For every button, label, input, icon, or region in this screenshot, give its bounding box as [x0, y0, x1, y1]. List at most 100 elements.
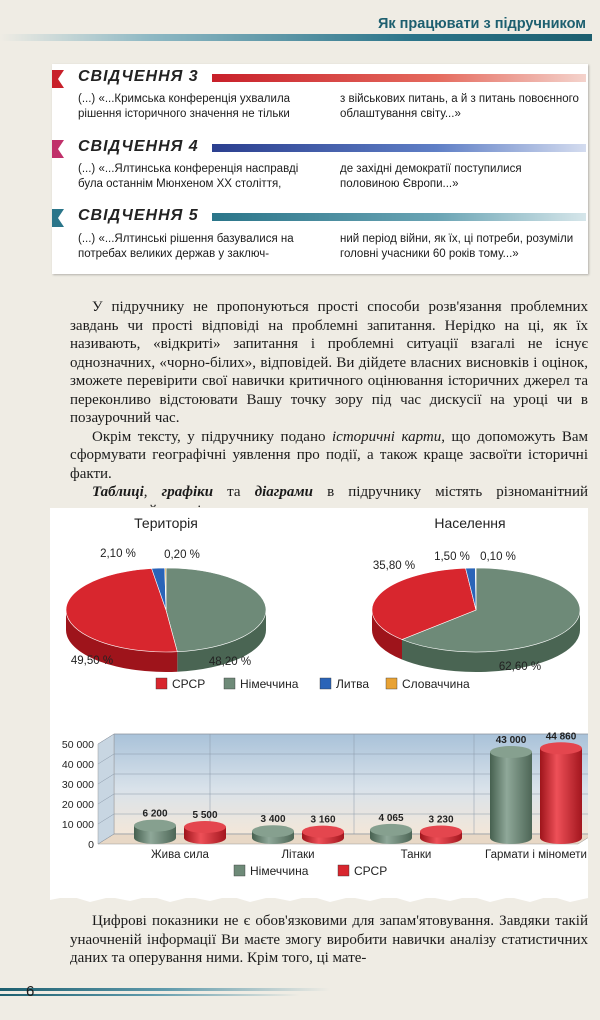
- legend-label: Литва: [336, 677, 369, 691]
- evidence-text-right: з військових питань, а й з питань повоєн…: [340, 93, 579, 120]
- bar: 3 400: [252, 814, 294, 844]
- bar-value-label: 44 860: [546, 731, 577, 742]
- bar-value-label: 6 200: [142, 809, 167, 820]
- bar-top: [302, 825, 344, 838]
- page-header: Як працювати з підручником: [0, 0, 600, 48]
- pie-value-label: 62,60 %: [499, 661, 541, 673]
- evidence-title: СВІДЧЕННЯ 5: [78, 207, 199, 224]
- legend-item: Литва: [319, 677, 369, 691]
- y-tick-label: 30 000: [62, 779, 94, 791]
- pie-slice: [65, 568, 178, 653]
- legend-item: СРСР: [337, 864, 387, 878]
- gridline: [97, 813, 594, 825]
- y-tick-label: 20 000: [62, 799, 94, 811]
- pie-value-label: 1,50 %: [434, 551, 470, 563]
- bar: 3 160: [302, 815, 344, 844]
- x-tick-label: Жива сила: [151, 849, 209, 861]
- evidence-title: СВІДЧЕННЯ 4: [78, 138, 199, 155]
- paragraph: Цифрові показники не є обов'язковими для…: [70, 913, 588, 966]
- evidence-rule: [212, 74, 586, 82]
- bar-value-label: 5 500: [192, 810, 217, 821]
- footer-rule: [0, 988, 330, 996]
- bar: 44 860: [540, 731, 582, 844]
- bar-top: [252, 825, 294, 838]
- pie-slice: [401, 567, 581, 653]
- legend-item: Німеччина: [223, 677, 299, 691]
- paragraph: У підручнику не пропонуються прості спос…: [70, 299, 588, 426]
- pie-slice-side: [402, 610, 580, 672]
- legend-label: Німеччина: [240, 677, 299, 691]
- bar-value-label: 43 000: [496, 735, 527, 746]
- bar-value-label: 4 065: [378, 813, 403, 824]
- y-tick-label: 10 000: [62, 819, 94, 831]
- pie-value-label: 2,10 %: [100, 548, 136, 560]
- x-tick-label: Гармати і міномети: [485, 849, 587, 861]
- bar: 3 230: [420, 815, 462, 844]
- pie-slice-side: [66, 610, 178, 672]
- evidence-marker-icon: [52, 70, 64, 88]
- bar-top: [420, 825, 462, 838]
- bar-body: [490, 752, 532, 844]
- bar: 5 500: [184, 810, 226, 844]
- evidence-rule: [212, 213, 586, 221]
- legend-item: Німеччина: [233, 864, 309, 878]
- bar: 4 065: [370, 813, 412, 844]
- charts-svg: Територія 49,50 % 48,20 % 2,10 % 0,20 % Насел…: [62, 515, 595, 878]
- page-number: 6: [26, 983, 35, 1000]
- bar-body: [540, 748, 582, 844]
- bar: 43 000: [490, 735, 532, 844]
- evidence-title: СВІДЧЕННЯ 3: [78, 68, 199, 85]
- pie-chart: Населення 35,80 % 62,60 % 1,50 % 0,10 %: [371, 515, 581, 673]
- gridline: [97, 753, 594, 765]
- legend-swatch: [385, 677, 398, 690]
- paragraph: Окрім тексту, у підручнику подано істори…: [70, 428, 589, 482]
- gridline: [97, 773, 594, 785]
- legend-swatch: [223, 677, 236, 690]
- bar-value-label: 3 400: [260, 814, 285, 825]
- header-rule: [0, 34, 592, 41]
- gridline: [97, 793, 594, 805]
- legend-swatch: [337, 864, 350, 877]
- pie-chart: Територія 49,50 % 48,20 % 2,10 % 0,20 %: [65, 515, 267, 672]
- pie-slice: [475, 567, 477, 611]
- pie-value-label: 48,20 %: [209, 656, 251, 668]
- y-tick-label: 50 000: [62, 739, 94, 751]
- y-tick-label: 0: [88, 839, 94, 851]
- pie-slice: [164, 567, 167, 611]
- plot-side-wall: [97, 733, 115, 845]
- legend-label: СРСР: [172, 677, 205, 691]
- running-title: Як працювати з підручником: [377, 16, 586, 32]
- legend-item: Словаччина: [385, 677, 470, 691]
- body-text: У підручнику не пропонуються прості спос…: [70, 298, 588, 520]
- torn-edge: [52, 262, 588, 274]
- evidence-marker-icon: [52, 209, 64, 227]
- legend-label: СРСР: [354, 864, 387, 878]
- bar-top: [370, 823, 412, 836]
- legend-swatch: [155, 677, 168, 690]
- evidence-rule: [212, 144, 586, 152]
- legend-label: Словаччина: [402, 677, 470, 691]
- legend-item: СРСР: [155, 677, 205, 691]
- legend-label: Німеччина: [250, 864, 309, 878]
- evidence-text-left: (...) «...Ялтинська конференція насправд…: [78, 163, 299, 190]
- evidence-text-left: (...) «...Ялтинські рішення базувалися н…: [78, 233, 294, 260]
- pie-slice-side: [177, 610, 266, 672]
- body-text: Цифрові показники не є обов'язковими для…: [70, 912, 588, 968]
- chart-panel: Територія 49,50 % 48,20 % 2,10 % 0,20 % Насел…: [50, 508, 595, 898]
- legend-swatch: [319, 677, 332, 690]
- evidence-text-left: (...) «...Кримська конференція ухвалила …: [78, 93, 291, 120]
- pie-value-label: 0,20 %: [164, 549, 200, 561]
- bar-value-label: 3 160: [310, 815, 335, 826]
- x-tick-label: Танки: [401, 849, 432, 861]
- legend-swatch: [233, 864, 246, 877]
- evidence-box: СВІДЧЕННЯ 3 (...) «...Кримська конференц…: [52, 64, 588, 274]
- evidence-text-right: де західні демократії поступилися полови…: [340, 163, 522, 190]
- gridline: [97, 733, 594, 745]
- pie-slice: [165, 567, 267, 653]
- bar-top: [490, 746, 532, 758]
- evidence-marker-icon: [52, 140, 64, 158]
- bar: 6 200: [134, 809, 176, 844]
- y-tick-label: 40 000: [62, 759, 94, 771]
- pie-value-label: 35,80 %: [373, 560, 415, 572]
- pie-value-label: 49,50 %: [71, 655, 113, 667]
